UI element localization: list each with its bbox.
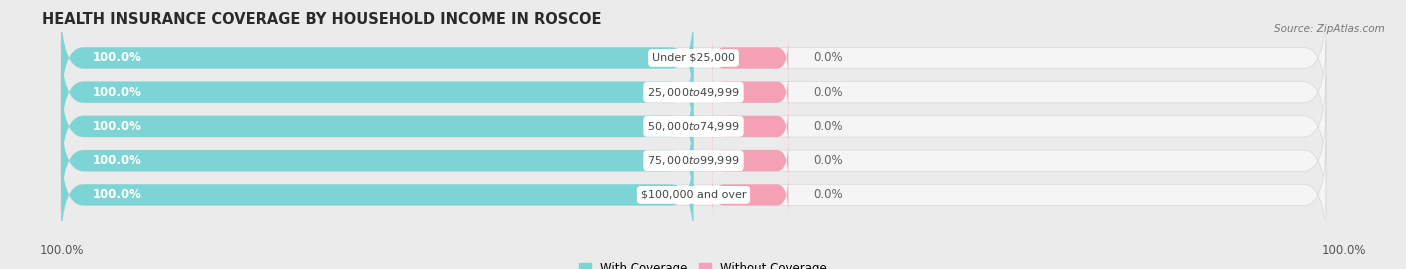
FancyBboxPatch shape <box>60 41 1326 143</box>
Text: 0.0%: 0.0% <box>814 86 844 99</box>
Text: 100.0%: 100.0% <box>93 51 142 65</box>
FancyBboxPatch shape <box>60 144 693 246</box>
Text: 0.0%: 0.0% <box>814 154 844 167</box>
FancyBboxPatch shape <box>60 110 1326 212</box>
Text: $25,000 to $49,999: $25,000 to $49,999 <box>647 86 740 99</box>
FancyBboxPatch shape <box>60 7 1326 109</box>
FancyBboxPatch shape <box>60 75 693 178</box>
FancyBboxPatch shape <box>60 110 693 212</box>
FancyBboxPatch shape <box>713 140 789 181</box>
Text: $75,000 to $99,999: $75,000 to $99,999 <box>647 154 740 167</box>
Legend: With Coverage, Without Coverage: With Coverage, Without Coverage <box>579 262 827 269</box>
Text: 100.0%: 100.0% <box>1322 244 1367 257</box>
FancyBboxPatch shape <box>713 106 789 147</box>
Text: Source: ZipAtlas.com: Source: ZipAtlas.com <box>1274 24 1385 34</box>
FancyBboxPatch shape <box>60 144 1326 246</box>
FancyBboxPatch shape <box>60 41 693 143</box>
FancyBboxPatch shape <box>713 72 789 112</box>
FancyBboxPatch shape <box>60 7 693 109</box>
Text: 100.0%: 100.0% <box>93 188 142 201</box>
Text: 0.0%: 0.0% <box>814 188 844 201</box>
Text: 0.0%: 0.0% <box>814 120 844 133</box>
Text: 100.0%: 100.0% <box>39 244 84 257</box>
Text: 100.0%: 100.0% <box>93 86 142 99</box>
FancyBboxPatch shape <box>713 175 789 215</box>
FancyBboxPatch shape <box>713 38 789 78</box>
Text: 100.0%: 100.0% <box>93 154 142 167</box>
Text: $100,000 and over: $100,000 and over <box>641 190 747 200</box>
Text: HEALTH INSURANCE COVERAGE BY HOUSEHOLD INCOME IN ROSCOE: HEALTH INSURANCE COVERAGE BY HOUSEHOLD I… <box>42 12 602 27</box>
Text: 0.0%: 0.0% <box>814 51 844 65</box>
Text: 100.0%: 100.0% <box>93 120 142 133</box>
Text: $50,000 to $74,999: $50,000 to $74,999 <box>647 120 740 133</box>
FancyBboxPatch shape <box>60 75 1326 178</box>
Text: Under $25,000: Under $25,000 <box>652 53 735 63</box>
